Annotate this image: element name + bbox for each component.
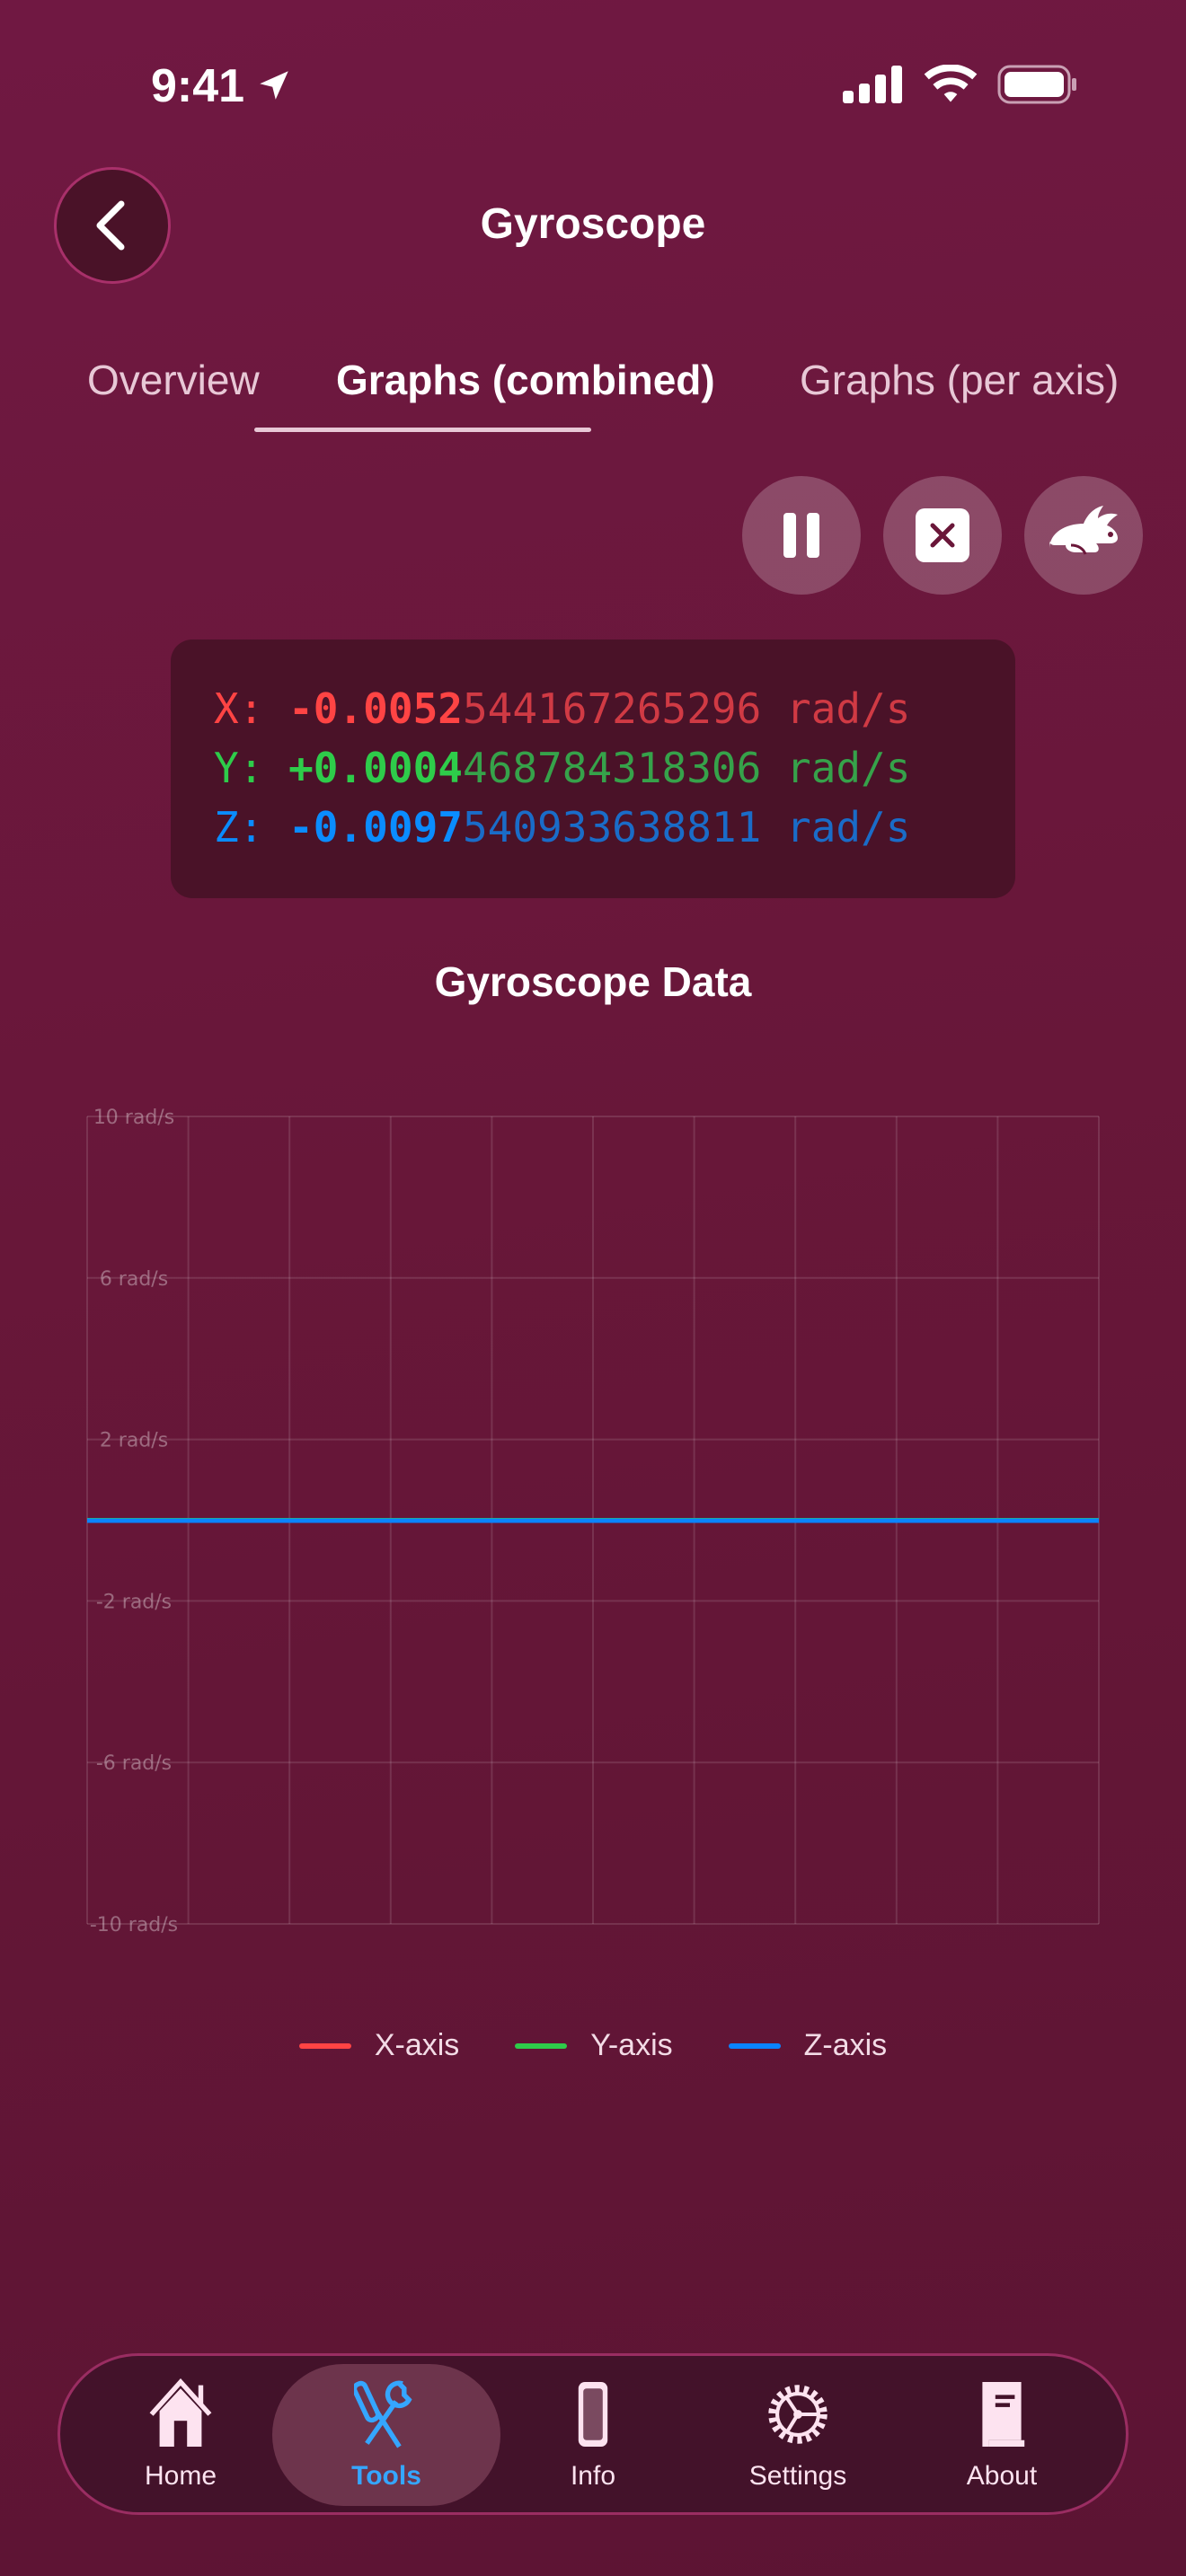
gear-icon (768, 2385, 828, 2444)
readout-x-unit: rad/s (786, 684, 911, 733)
readout-x-rest: 544167265296 (462, 684, 762, 733)
chart-title: Gyroscope Data (434, 958, 752, 1005)
book-icon (982, 2382, 1025, 2447)
legend-item-x: X-axis (298, 2028, 460, 2063)
legend-swatch-x (298, 2042, 351, 2049)
readout-x-main: -0.0052 (288, 684, 463, 733)
active-tab-indicator (254, 428, 591, 432)
chart-legend: X-axis Y-axis Z-axis (0, 2028, 1186, 2063)
legend-label-y: Y-axis (590, 2028, 673, 2062)
readout-y-main: +0.0004 (288, 744, 463, 792)
readout-x-label: X: (214, 684, 264, 733)
y-tick-label: -2 rad/s (96, 1591, 172, 1613)
legend-item-z: Z-axis (728, 2028, 888, 2063)
legend-swatch-z (728, 2042, 781, 2049)
readout-y-unit: rad/s (786, 744, 911, 792)
phone-icon (578, 2382, 608, 2447)
readout-z-main: -0.0097 (288, 803, 463, 851)
y-tick-label: 6 rad/s (100, 1268, 168, 1291)
readout-z: Z: -0.0097540933638811 rad/s (214, 803, 1015, 862)
readout-y: Y: +0.0004468784318306 rad/s (214, 744, 1015, 803)
pause-icon (783, 513, 819, 558)
clear-icon (916, 508, 969, 562)
tools-icon (354, 2380, 412, 2448)
readout-z-unit: rad/s (786, 803, 911, 851)
y-tick-label: -6 rad/s (96, 1752, 172, 1775)
wifi-icon (924, 65, 978, 102)
page-title: Gyroscope (480, 200, 706, 248)
legend-label-z: Z-axis (803, 2028, 888, 2062)
back-button[interactable] (54, 167, 171, 284)
home-icon (149, 2378, 212, 2447)
readout-z-rest: 540933638811 (462, 803, 762, 851)
tab-graphs-combined[interactable]: Graphs (combined) (336, 357, 715, 403)
rabbit-icon (1049, 506, 1118, 555)
chevron-left-icon (96, 200, 125, 251)
clear-button[interactable] (883, 476, 1002, 595)
readout-y-label: Y: (214, 744, 264, 792)
nav-item-home[interactable]: Home (91, 2378, 270, 2492)
nav-active-highlight (272, 2364, 500, 2506)
legend-swatch-y (515, 2042, 568, 2049)
nav-item-info[interactable]: Info (503, 2378, 683, 2492)
nav-label-info: Info (570, 2461, 616, 2491)
y-tick-label: 2 rad/s (100, 1430, 168, 1452)
readout-z-label: Z: (214, 803, 264, 851)
nav-label-tools: Tools (351, 2461, 421, 2491)
readout-panel: X: -0.0052544167265296 rad/s Y: +0.00044… (171, 640, 1015, 898)
nav-label-home: Home (144, 2461, 217, 2491)
cellular-signal-icon (843, 66, 902, 103)
gyroscope-chart: 10 rad/s 6 rad/s 2 rad/s -2 rad/s -6 rad/s -1… (86, 1107, 1100, 1936)
nav-item-about[interactable]: About (912, 2378, 1092, 2492)
tab-overview[interactable]: Overview (87, 357, 260, 403)
pause-button[interactable] (742, 476, 861, 595)
readout-x: X: -0.0052544167265296 rad/s (214, 684, 1015, 744)
legend-label-x: X-axis (374, 2028, 460, 2062)
tab-graphs-per-axis[interactable]: Graphs (per axis) (800, 357, 1120, 403)
battery-icon (997, 65, 1076, 104)
y-tick-label: -10 rad/s (90, 1914, 178, 1936)
location-arrow-icon (260, 71, 288, 100)
nav-label-about: About (966, 2461, 1038, 2491)
speed-button[interactable] (1024, 476, 1143, 595)
status-indicators (843, 65, 1078, 104)
readout-y-rest: 468784318306 (462, 744, 762, 792)
nav-item-settings[interactable]: Settings (708, 2378, 888, 2492)
nav-item-tools[interactable]: Tools (296, 2378, 476, 2492)
legend-item-y: Y-axis (515, 2028, 673, 2063)
nav-label-settings: Settings (748, 2461, 847, 2491)
y-tick-label: 10 rad/s (93, 1107, 174, 1129)
status-time: 9:41 (151, 60, 245, 112)
